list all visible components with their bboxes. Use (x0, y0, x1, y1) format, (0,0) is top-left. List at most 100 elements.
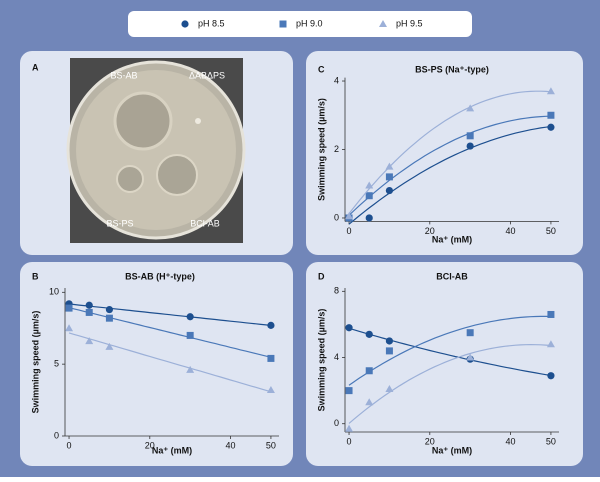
marker (105, 305, 114, 314)
y-tick-label: 0 (334, 212, 339, 222)
chart-title: BCl-AB (436, 271, 468, 281)
x-tick-label: 20 (425, 226, 435, 236)
marker (385, 186, 394, 195)
marker (365, 367, 373, 375)
y-tick-label: 2 (334, 144, 339, 154)
marker (105, 314, 113, 322)
marker (379, 20, 387, 27)
fit-curve (68, 332, 272, 393)
marker (345, 212, 354, 220)
marker (365, 214, 373, 222)
marker (65, 324, 74, 332)
marker (266, 386, 275, 394)
marker (186, 313, 194, 321)
marker (466, 353, 475, 361)
marker (267, 321, 275, 329)
panel-d (306, 262, 583, 466)
marker (546, 87, 555, 95)
marker (385, 384, 394, 392)
y-tick-label: 0 (334, 418, 339, 428)
marker (547, 111, 555, 119)
fit-curve (348, 343, 551, 424)
fit-curve (348, 90, 551, 214)
marker (466, 132, 474, 140)
x-tick-label: 40 (506, 436, 516, 446)
marker (267, 354, 275, 362)
marker (385, 173, 393, 181)
marker (466, 142, 474, 150)
marker (181, 20, 189, 28)
marker (65, 304, 73, 312)
fit-curve (348, 125, 551, 225)
strain-label: BS-AB (110, 70, 137, 80)
fit-curve (348, 315, 551, 386)
y-tick-label: 8 (334, 286, 339, 296)
chart-title: BS-AB (H⁺-type) (125, 271, 195, 281)
colony (156, 154, 198, 196)
marker (365, 398, 374, 406)
marker (345, 324, 353, 332)
marker (85, 337, 94, 345)
legend-box (128, 11, 472, 37)
marker (105, 342, 114, 350)
legend-label: pH 9.0 (296, 18, 323, 28)
x-tick-label: 0 (347, 226, 352, 236)
marker (466, 104, 475, 112)
x-axis-label: Na⁺ (mM) (432, 234, 472, 244)
x-tick-label: 50 (546, 226, 556, 236)
legend-label: pH 8.5 (198, 18, 225, 28)
y-tick-label: 10 (49, 287, 59, 297)
marker (186, 331, 194, 339)
marker (345, 387, 353, 395)
marker (546, 340, 555, 348)
panel-label: D (318, 271, 325, 281)
y-tick-label: 0 (54, 430, 59, 440)
panel-label: C (318, 64, 325, 74)
marker (547, 372, 555, 380)
x-tick-label: 40 (226, 440, 236, 450)
marker (345, 424, 354, 432)
colony (195, 118, 201, 124)
panel-label: A (32, 62, 39, 72)
marker (85, 308, 93, 316)
marker (365, 181, 374, 189)
marker (365, 192, 373, 200)
marker (85, 301, 93, 309)
marker (547, 310, 555, 318)
y-tick-label: 4 (334, 75, 339, 85)
panel-c (306, 51, 583, 255)
x-tick-label: 50 (546, 436, 556, 446)
panel-b (20, 262, 293, 466)
marker (466, 329, 474, 337)
panel-label: B (32, 271, 39, 281)
marker (279, 20, 287, 28)
y-axis-label: Swimming speed (µm/s) (316, 98, 326, 201)
fit-curve (348, 327, 551, 377)
marker (385, 162, 394, 170)
colony (116, 165, 144, 193)
x-tick-label: 20 (425, 436, 435, 446)
y-axis-label: Swimming speed (µm/s) (316, 309, 326, 412)
fit-curve (68, 307, 272, 358)
x-tick-label: 0 (67, 440, 72, 450)
x-tick-label: 20 (145, 440, 155, 450)
y-tick-label: 4 (334, 352, 339, 362)
x-axis-label: Na⁺ (mM) (432, 445, 472, 455)
marker (385, 337, 394, 345)
agar (76, 70, 236, 230)
marker (365, 330, 373, 338)
fit-curve (68, 303, 271, 327)
colony (113, 91, 173, 151)
x-axis-label: Na⁺ (mM) (152, 445, 192, 455)
marker (186, 365, 195, 373)
strain-label: ΔABΔPS (189, 70, 225, 80)
x-tick-label: 40 (506, 226, 516, 236)
strain-label: BCl-AB (190, 218, 220, 228)
y-axis-label: Swimming speed (µm/s) (30, 311, 40, 414)
x-tick-label: 0 (347, 436, 352, 446)
x-tick-label: 50 (266, 440, 276, 450)
marker (385, 347, 393, 355)
y-tick-label: 5 (54, 359, 59, 369)
fit-curve (348, 115, 551, 216)
